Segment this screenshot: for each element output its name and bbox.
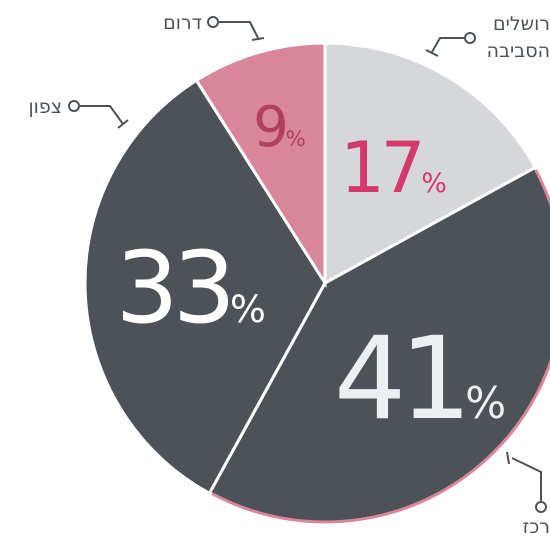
value-labels: 17%41%33%9%	[115, 95, 506, 445]
callouts	[68, 16, 547, 513]
callout-line	[506, 451, 542, 502]
slice	[83, 78, 327, 496]
callout-dot	[207, 16, 219, 28]
category-label: הסביבה	[487, 40, 550, 62]
callout-line	[79, 105, 129, 129]
callout-dot	[68, 100, 80, 112]
slice	[194, 41, 327, 289]
value-label: 17%	[340, 126, 447, 209]
category-label: צפון	[29, 96, 63, 118]
callout-dot	[535, 501, 547, 513]
value-label: 33%	[115, 231, 265, 346]
category-label: רושלים	[493, 13, 550, 35]
callout-dot	[464, 32, 476, 44]
value-unit: %	[421, 168, 446, 199]
pie	[83, 41, 550, 525]
value-unit: %	[230, 287, 266, 331]
value-number: 17	[340, 126, 421, 209]
value-label: 9%	[253, 95, 306, 160]
category-label: דרום	[163, 12, 202, 34]
value-unit: %	[286, 127, 306, 152]
value-number: 33	[115, 231, 230, 346]
callout-line	[218, 21, 265, 41]
value-number: 41	[334, 312, 465, 445]
value-label: 41%	[334, 312, 506, 445]
value-number: 9	[253, 95, 285, 160]
category-label: רכז	[523, 516, 550, 538]
value-unit: %	[465, 379, 506, 429]
slice-rim	[211, 169, 550, 524]
slice	[323, 41, 538, 286]
callout-line	[425, 37, 465, 57]
